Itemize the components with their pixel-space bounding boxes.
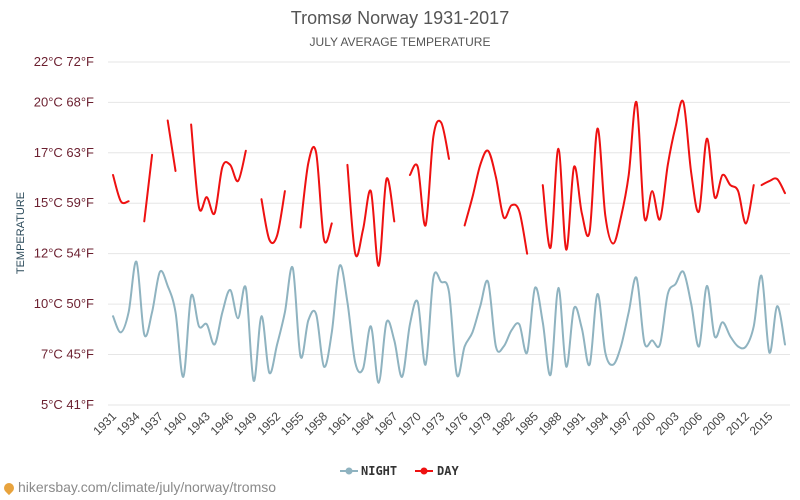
x-tick-label: 1976 xyxy=(442,409,471,438)
y-tick-label: 5°C 41°F xyxy=(41,397,94,412)
legend-night-label: NIGHT xyxy=(361,464,397,478)
x-tick-label: 1943 xyxy=(184,409,213,438)
source-link[interactable]: hikersbay.com/climate/july/norway/tromso xyxy=(1,479,277,496)
x-tick-label: 1940 xyxy=(161,409,190,438)
x-tick-label: 1988 xyxy=(536,409,565,438)
x-tick-label: 1994 xyxy=(583,409,612,438)
legend-night-marker xyxy=(345,467,353,475)
x-tick-label: 2000 xyxy=(630,409,659,438)
x-tick-label: 2015 xyxy=(747,409,776,438)
x-tick-label: 2009 xyxy=(700,409,729,438)
series-line-day xyxy=(760,177,786,195)
x-tick-label: 1982 xyxy=(489,409,518,438)
series-line-night xyxy=(112,260,786,384)
legend-item-night[interactable]: NIGHT xyxy=(340,464,397,478)
series-line-day xyxy=(463,149,529,255)
y-tick-label: 12°C 54°F xyxy=(34,246,94,261)
x-tick-label: 1991 xyxy=(559,409,588,438)
x-tick-label: 1949 xyxy=(231,409,260,438)
x-tick-label: 1937 xyxy=(137,409,166,438)
series-lines xyxy=(112,99,786,384)
x-tick-label: 1970 xyxy=(395,409,424,438)
x-tick-label: 1946 xyxy=(208,409,237,438)
legend: NIGHT DAY xyxy=(340,464,459,478)
grid-lines xyxy=(108,61,790,406)
series-line-day xyxy=(299,146,333,244)
series-line-day xyxy=(408,119,450,227)
y-tick-labels: 5°C 41°F 7°C 45°F 10°C 50°F 12°C 54°F 15°C 5… xyxy=(34,54,94,412)
y-tick-label: 15°C 59°F xyxy=(34,195,94,210)
chart-title: Tromsø Norway 1931-2017 xyxy=(291,8,509,28)
x-tick-label: 1973 xyxy=(419,409,448,438)
y-tick-label: 10°C 50°F xyxy=(34,296,94,311)
x-tick-label: 1958 xyxy=(301,409,330,438)
x-tick-label: 1931 xyxy=(90,409,119,438)
legend-day-marker xyxy=(420,467,428,475)
chart-subtitle: JULY AVERAGE TEMPERATURE xyxy=(310,35,491,49)
x-tick-label: 2012 xyxy=(723,409,752,438)
x-tick-label: 1955 xyxy=(278,409,307,438)
y-axis-label: TEMPERATURE xyxy=(15,192,27,274)
x-tick-labels: 1931193419371940194319461949195219551958… xyxy=(90,409,775,438)
x-tick-label: 2006 xyxy=(676,409,705,438)
y-tick-label: 17°C 63°F xyxy=(34,145,94,160)
x-tick-label: 1967 xyxy=(372,409,401,438)
series-line-day xyxy=(112,173,130,205)
x-tick-label: 1985 xyxy=(512,409,541,438)
legend-item-day[interactable]: DAY xyxy=(415,464,459,478)
x-tick-label: 1979 xyxy=(465,409,494,438)
x-tick-label: 2003 xyxy=(653,409,682,438)
source-link-text: hikersbay.com/climate/july/norway/tromso xyxy=(18,479,277,495)
x-tick-label: 1961 xyxy=(325,409,354,438)
y-tick-label: 7°C 45°F xyxy=(41,347,94,362)
legend-day-label: DAY xyxy=(437,464,459,478)
series-line-day xyxy=(541,99,755,251)
x-tick-label: 1997 xyxy=(606,409,635,438)
y-tick-label: 20°C 68°F xyxy=(34,94,94,109)
series-line-day xyxy=(260,190,286,245)
series-line-day xyxy=(143,153,154,223)
series-line-day xyxy=(346,163,396,267)
location-pin-icon xyxy=(1,480,17,496)
x-tick-label: 1952 xyxy=(254,409,283,438)
x-tick-label: 1934 xyxy=(114,409,143,438)
series-line-day xyxy=(166,119,177,172)
y-tick-label: 22°C 72°F xyxy=(34,54,94,69)
series-line-day xyxy=(190,123,247,216)
x-tick-label: 1964 xyxy=(348,409,377,438)
